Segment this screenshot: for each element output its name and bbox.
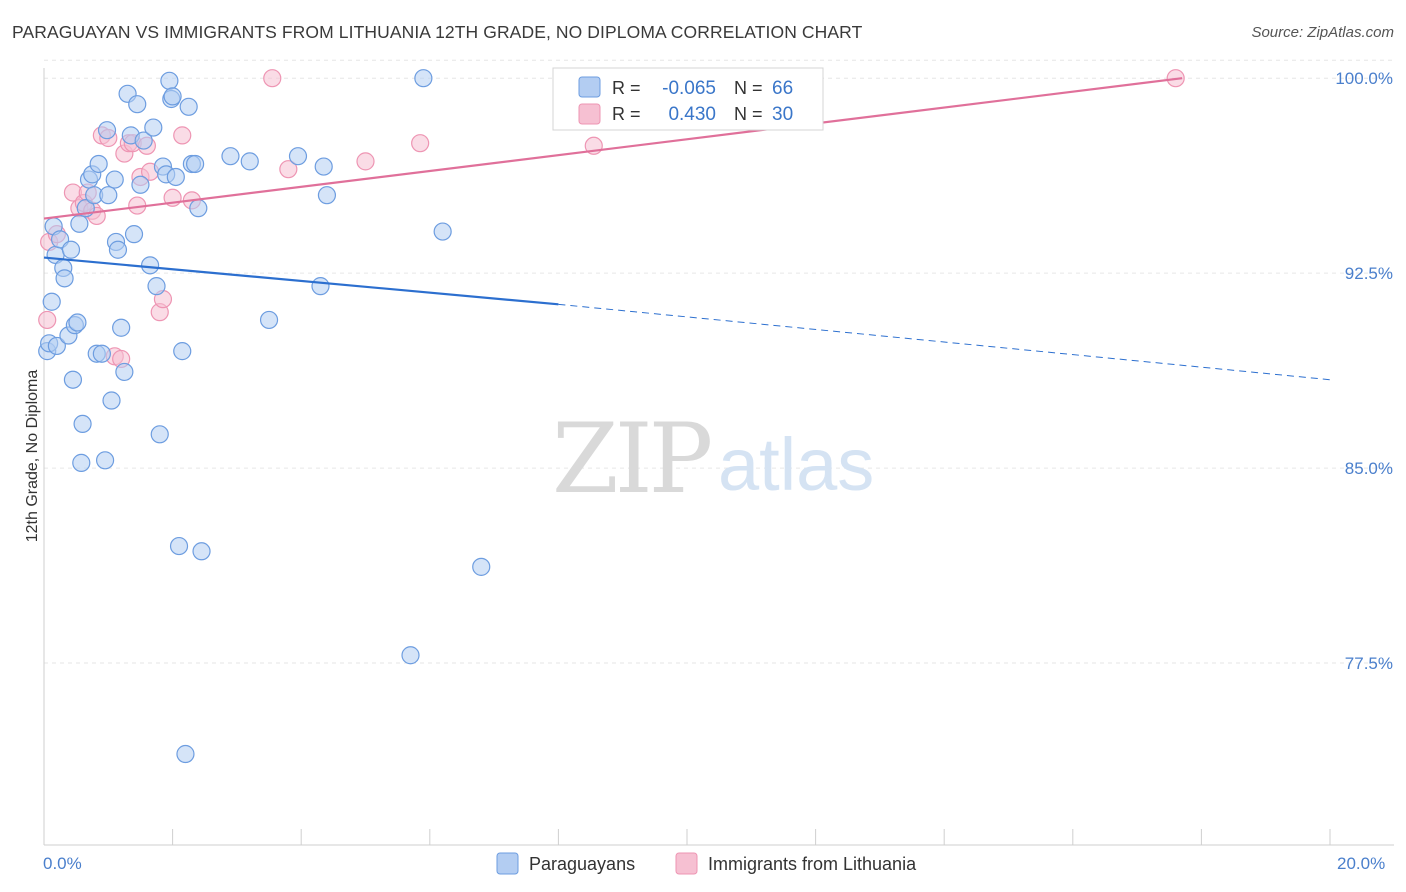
data-point	[72, 453, 91, 472]
y-axis-label: 12th Grade, No Diploma	[24, 370, 41, 543]
data-point	[311, 277, 330, 296]
data-point	[179, 97, 198, 116]
legend: R = -0.065 N = 66 R = 0.430 N = 30	[552, 67, 824, 131]
trend-line-paraguayans-extension	[558, 303, 1331, 381]
y-tick-labels: 77.5% 85.0% 92.5% 100.0%	[1335, 69, 1393, 673]
legend-n-label: N =	[734, 78, 763, 98]
x-tick-label-min: 0.0%	[43, 854, 82, 873]
data-point	[47, 336, 66, 356]
legend-r-label: R =	[612, 78, 641, 98]
grid-lines	[44, 59, 1394, 664]
data-point	[472, 557, 491, 576]
data-point	[414, 69, 433, 88]
bottom-legend: Paraguayans Immigrants from Lithuania	[496, 852, 917, 875]
bottom-legend-swatch-lithuania	[675, 852, 698, 875]
y-tick-label: 92.5%	[1345, 264, 1393, 283]
y-tick-label: 77.5%	[1345, 654, 1393, 673]
data-point	[160, 71, 179, 90]
data-point	[169, 536, 189, 556]
data-point	[70, 214, 89, 233]
data-point	[173, 126, 192, 145]
legend-r-value: 0.430	[668, 104, 716, 125]
data-point	[279, 160, 298, 179]
trend-line-paraguayans	[43, 256, 559, 306]
data-point	[63, 370, 83, 389]
data-point	[166, 167, 185, 187]
x-ticks	[43, 829, 1331, 845]
watermark-atlas: atlas	[718, 423, 874, 506]
data-point	[112, 318, 131, 337]
data-point	[115, 362, 134, 382]
bottom-legend-swatch-paraguayans	[496, 852, 519, 875]
data-point	[433, 222, 452, 241]
data-point	[61, 240, 81, 259]
data-point	[176, 744, 195, 764]
data-point	[99, 186, 118, 205]
data-point	[97, 121, 117, 140]
data-point	[108, 240, 128, 259]
data-point	[173, 342, 192, 361]
axes	[43, 68, 1394, 846]
data-point	[314, 157, 333, 176]
legend-n-value: 30	[772, 104, 793, 125]
data-point	[288, 147, 308, 166]
data-point	[192, 542, 211, 561]
source-label: Source: ZipAtlas.com	[1251, 24, 1394, 41]
watermark: ZIP atlas	[552, 403, 874, 515]
data-point	[411, 134, 430, 153]
data-point	[150, 425, 169, 444]
data-point	[128, 95, 147, 114]
legend-swatch-lithuania	[578, 103, 601, 125]
bottom-legend-label-lithuania: Immigrants from Lithuania	[708, 854, 917, 874]
data-point	[240, 152, 259, 171]
data-point	[73, 414, 92, 434]
chart-title: PARAGUAYAN VS IMMIGRANTS FROM LITHUANIA …	[12, 22, 863, 42]
series-paraguayans	[38, 69, 491, 764]
data-point	[263, 69, 282, 88]
data-point	[134, 131, 153, 150]
data-point	[147, 277, 166, 296]
data-point	[356, 152, 375, 171]
data-point	[163, 87, 182, 106]
data-point	[221, 147, 240, 166]
legend-swatch-paraguayans	[578, 76, 601, 98]
data-point	[259, 310, 279, 330]
data-point	[317, 186, 337, 205]
x-tick-label-max: 20.0%	[1337, 854, 1385, 873]
data-point	[95, 451, 115, 470]
data-point	[401, 646, 420, 665]
watermark-zip: ZIP	[552, 403, 711, 515]
data-point	[140, 256, 160, 275]
data-point	[124, 225, 144, 244]
legend-n-value: 66	[772, 78, 793, 99]
data-point	[105, 170, 124, 189]
data-point	[186, 154, 205, 174]
data-point	[131, 175, 150, 194]
trend-lines	[43, 77, 1331, 381]
bottom-legend-label-paraguayans: Paraguayans	[529, 854, 635, 874]
data-point	[68, 313, 87, 332]
y-tick-label: 100.0%	[1335, 69, 1393, 88]
data-point	[92, 344, 111, 363]
data-point	[42, 292, 61, 311]
data-point	[144, 118, 163, 137]
legend-r-value: -0.065	[662, 78, 716, 99]
data-point	[189, 199, 208, 218]
legend-n-label: N =	[734, 104, 763, 124]
data-point	[38, 310, 57, 330]
data-point	[89, 154, 108, 174]
data-point	[102, 391, 121, 410]
data-point	[55, 269, 74, 288]
legend-r-label: R =	[612, 104, 641, 124]
trend-line-lithuania	[43, 77, 1183, 220]
y-tick-label: 85.0%	[1345, 459, 1393, 478]
